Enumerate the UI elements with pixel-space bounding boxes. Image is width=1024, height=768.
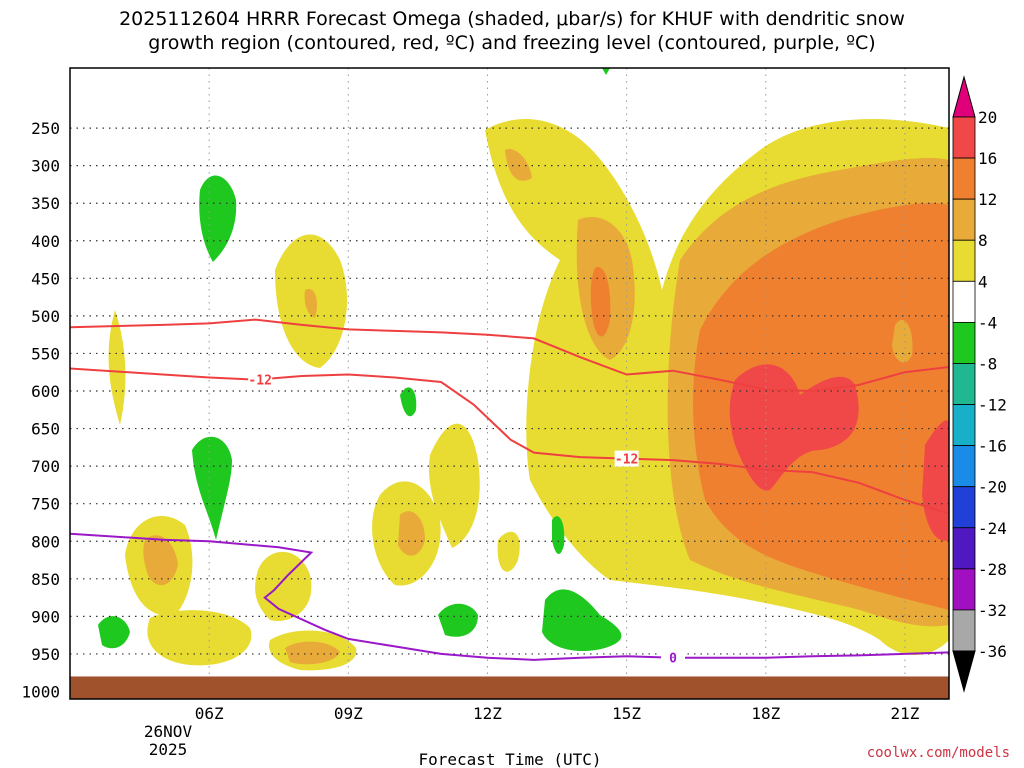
colorbar-bin-1 — [952, 116, 976, 159]
omega-yellow-e — [497, 531, 520, 572]
colorbar-bin-11 — [952, 527, 976, 570]
colorbar-bottom-arrow — [952, 650, 976, 693]
x-axis-ticks: 06Z 09Z 12Z 15Z 18Z 21Z — [195, 704, 920, 723]
colorbar-bin-7 — [952, 363, 976, 405]
contour-label-bg-extra — [248, 371, 273, 388]
y-tick-label-500: 500 — [31, 307, 60, 326]
colorbar-bin-10 — [952, 486, 976, 529]
y-tick-label-550: 550 — [31, 344, 60, 363]
omega-colorbar: 20 16 12 8 4 -4 -8 -12 -16 -20 -24 -28 -32 -36 — [952, 75, 1007, 693]
contour-label-extra: -12 — [248, 374, 271, 389]
y-tick-label-400: 400 — [31, 232, 60, 251]
omega-green-c — [400, 387, 417, 417]
y-tick-label-450: 450 — [31, 269, 60, 288]
colorbar-label-0: 20 — [978, 108, 997, 127]
colorbar-label-4: 4 — [978, 272, 988, 291]
y-tick-label-700: 700 — [31, 457, 60, 476]
colorbar-bin-13 — [952, 609, 976, 652]
omega-gold-b — [505, 149, 532, 181]
y-tick-label-800: 800 — [31, 532, 60, 551]
colorbar-bin-6 — [952, 321, 976, 364]
y-tick-label-650: 650 — [31, 420, 60, 439]
omega-gold-f — [304, 289, 317, 318]
x-date-label-year: 2025 — [149, 740, 188, 759]
colorbar-bin-4 — [952, 239, 976, 282]
colorbar-bin-8 — [952, 404, 976, 447]
x-tick-label-12Z: 12Z — [473, 704, 502, 723]
contour-line-2 — [70, 532, 949, 661]
colorbar-bin-2 — [952, 157, 976, 200]
omega-green-h — [602, 68, 610, 75]
colorbar-bin-3 — [952, 198, 976, 241]
y-tick-label-600: 600 — [31, 382, 60, 401]
x-tick-label-21Z: 21Z — [890, 704, 919, 723]
contour-label-bg-1 — [614, 450, 639, 467]
omega-yellow-h — [147, 610, 252, 666]
contour-label-2: 0 — [669, 652, 677, 667]
x-tick-label-09Z: 09Z — [334, 704, 363, 723]
omega-green-d — [438, 603, 478, 637]
contour-label-bg-2 — [661, 649, 686, 666]
gridlines — [70, 68, 949, 699]
ground-surface — [70, 676, 949, 699]
colorbar-bin-12 — [952, 568, 976, 611]
colorbar-bin-9 — [952, 445, 976, 488]
x-date-label-day: 26NOV — [144, 722, 193, 741]
y-tick-label-950: 950 — [31, 645, 60, 664]
x-tick-label-18Z: 18Z — [751, 704, 780, 723]
omega-yellow-g — [255, 551, 312, 621]
omega-orange-a — [590, 267, 611, 337]
colorbar-top-arrow — [952, 75, 976, 118]
omega-green-a — [199, 175, 237, 262]
colorbar-label-13: -36 — [978, 642, 1007, 661]
omega-gold-d — [398, 511, 425, 556]
x-tick-label-06Z: 06Z — [195, 704, 224, 723]
y-tick-label-350: 350 — [31, 194, 60, 213]
y-tick-label-900: 900 — [31, 607, 60, 626]
plot-frame — [69, 67, 950, 700]
omega-green-b — [192, 436, 232, 540]
omega-red-core — [729, 364, 859, 491]
omega-yellow-b — [108, 310, 126, 425]
contour-line-0 — [70, 318, 949, 393]
omega-shading-layer: -12 -12 0 — [70, 68, 949, 699]
colorbar-label-12: -32 — [978, 601, 1007, 620]
colorbar-label-10: -24 — [978, 519, 1007, 538]
colorbar-label-3: 8 — [978, 231, 988, 250]
omega-green-g — [98, 616, 130, 649]
source-credit: coolwx.com/models — [866, 745, 1010, 761]
colorbar-label-5: -4 — [978, 313, 997, 332]
colorbar-bin-5 — [952, 280, 976, 323]
y-tick-label-250: 250 — [31, 119, 60, 138]
y-tick-label-850: 850 — [31, 570, 60, 589]
y-tick-label-300: 300 — [31, 157, 60, 176]
chart-title-line-1: 2025112604 HRRR Forecast Omega (shaded, … — [119, 8, 905, 30]
colorbar-label-2: 12 — [978, 190, 997, 209]
contour-label-1: -12 — [615, 453, 638, 468]
omega-gold-pocket — [892, 319, 913, 363]
x-axis-title: Forecast Time (UTC) — [418, 750, 601, 768]
colorbar-label-7: -12 — [978, 396, 1007, 415]
y-axis-ticks: 250 300 350 400 450 500 550 600 650 700 750 800 850 9… — [21, 119, 60, 701]
omega-yellow-c — [429, 423, 480, 548]
colorbar-label-8: -16 — [978, 437, 1007, 456]
colorbar-label-6: -8 — [978, 354, 997, 373]
colorbar-label-1: 16 — [978, 149, 997, 168]
x-tick-label-15Z: 15Z — [612, 704, 641, 723]
y-tick-label-750: 750 — [31, 495, 60, 514]
colorbar-label-11: -28 — [978, 560, 1007, 579]
colorbar-label-9: -20 — [978, 478, 1007, 497]
omega-green-f — [542, 589, 622, 652]
omega-gold-e — [285, 641, 340, 665]
omega-gold-c — [143, 535, 178, 586]
y-tick-label-1000: 1000 — [21, 682, 60, 701]
chart-title-line-2: growth region (contoured, red, ºC) and f… — [148, 32, 876, 54]
contour-lines: -12 -12 0 — [70, 318, 949, 667]
omega-green-e — [552, 516, 565, 555]
